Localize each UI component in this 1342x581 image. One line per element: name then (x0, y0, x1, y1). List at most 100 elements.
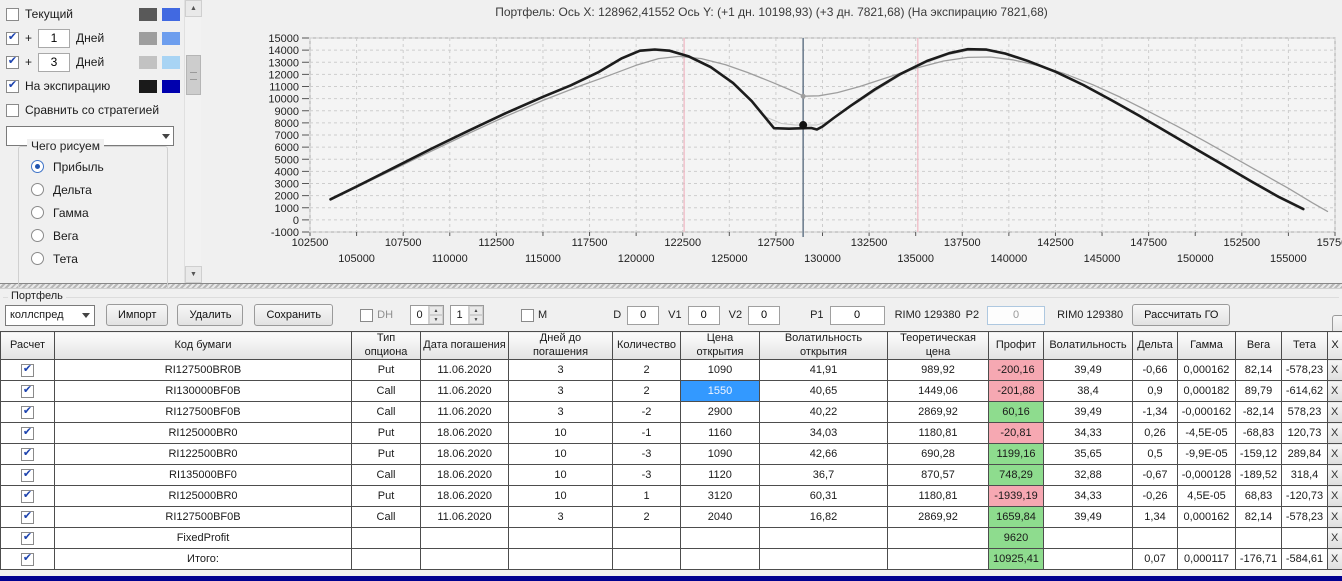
delta-cell[interactable]: -1,34 (1132, 401, 1178, 423)
gamma-cell[interactable]: -0,000162 (1177, 401, 1236, 423)
expiry-cell[interactable]: 18.06.2020 (420, 422, 509, 444)
theo-price-cell[interactable]: 690,28 (887, 443, 989, 465)
column-header[interactable]: Код бумаги (54, 331, 352, 360)
type-cell[interactable]: Put (351, 422, 421, 444)
vol-cell[interactable] (1043, 527, 1133, 549)
expiry-cell[interactable]: 18.06.2020 (420, 464, 509, 486)
open-price-cell[interactable]: 1090 (680, 443, 760, 465)
column-header[interactable]: Гамма (1177, 331, 1236, 360)
vol-cell[interactable]: 39,49 (1043, 359, 1133, 381)
vega-cell[interactable] (1235, 527, 1282, 549)
remove-row-button[interactable]: Х (1327, 359, 1342, 381)
theta-cell[interactable]: -578,23 (1281, 506, 1328, 528)
calc-checkbox-cell[interactable] (0, 359, 55, 381)
profit-cell[interactable]: -200,16 (988, 359, 1044, 381)
security-code-cell[interactable]: RI125000BR0 (54, 485, 352, 507)
expiry-cell[interactable] (420, 527, 509, 549)
v1-field[interactable] (687, 305, 720, 325)
security-code-cell[interactable]: RI127500BF0B (54, 401, 352, 423)
current-checkbox[interactable] (6, 7, 19, 21)
delta-cell[interactable]: 1,34 (1132, 506, 1178, 528)
plus1-day-checkbox[interactable] (6, 31, 19, 45)
theo-price-cell[interactable]: 870,57 (887, 464, 989, 486)
type-cell[interactable]: Put (351, 443, 421, 465)
delta-cell[interactable]: 0,07 (1132, 548, 1178, 570)
scroll-down-icon[interactable]: ▼ (185, 266, 202, 283)
type-cell[interactable]: Call (351, 464, 421, 486)
expiry-cell[interactable]: 11.06.2020 (420, 506, 509, 528)
radio-icon[interactable] (31, 252, 44, 265)
days-cell[interactable]: 10 (508, 485, 613, 507)
vol-cell[interactable]: 32,88 (1043, 464, 1133, 486)
vega-cell[interactable]: -82,14 (1235, 401, 1282, 423)
remove-row-button[interactable]: Х (1327, 527, 1342, 549)
vega-cell[interactable]: 82,14 (1235, 506, 1282, 528)
profit-cell[interactable]: -20,81 (988, 422, 1044, 444)
column-header[interactable]: Х (1327, 331, 1342, 360)
radio-icon[interactable] (31, 183, 44, 196)
type-cell[interactable] (351, 527, 421, 549)
column-header[interactable]: Тета (1281, 331, 1328, 360)
theta-cell[interactable]: -578,23 (1281, 359, 1328, 381)
calc-checkbox[interactable] (21, 384, 34, 398)
spin-down-icon[interactable]: ▼ (429, 315, 444, 324)
theta-cell[interactable]: -584,61 (1281, 548, 1328, 570)
days-cell[interactable]: 10 (508, 443, 613, 465)
profit-cell[interactable]: 1199,16 (988, 443, 1044, 465)
delta-cell[interactable]: 0,5 (1132, 443, 1178, 465)
theta-cell[interactable]: -120,73 (1281, 485, 1328, 507)
delta-cell[interactable]: -0,66 (1132, 359, 1178, 381)
theta-cell[interactable]: -614,62 (1281, 380, 1328, 402)
calc-checkbox-cell[interactable] (0, 527, 55, 549)
expiry-cell[interactable]: 11.06.2020 (420, 380, 509, 402)
strategy-combobox[interactable]: коллспред (5, 304, 95, 326)
days-cell[interactable]: 10 (508, 422, 613, 444)
radio-icon[interactable] (31, 160, 44, 173)
gamma-cell[interactable]: 0,000117 (1177, 548, 1236, 570)
vega-cell[interactable]: -189,52 (1235, 464, 1282, 486)
theo-price-cell[interactable] (887, 548, 989, 570)
calc-go-button[interactable]: Рассчитать ГО (1132, 304, 1231, 326)
gamma-cell[interactable]: 0,000182 (1177, 380, 1236, 402)
vega-cell[interactable]: 89,79 (1235, 380, 1282, 402)
open-vol-cell[interactable] (759, 548, 888, 570)
calc-checkbox[interactable] (21, 510, 34, 524)
type-cell[interactable]: Call (351, 506, 421, 528)
remove-row-button[interactable]: Х (1327, 422, 1342, 444)
v2-field[interactable] (748, 305, 781, 325)
column-header[interactable]: Волатильность (1043, 331, 1133, 360)
plus3-line-swatch[interactable] (139, 55, 157, 69)
security-code-cell[interactable]: RI127500BF0B (54, 506, 352, 528)
calc-checkbox-cell[interactable] (0, 401, 55, 423)
qty-cell[interactable] (612, 548, 681, 570)
remove-row-button[interactable]: Х (1327, 506, 1342, 528)
vol-cell[interactable]: 34,33 (1043, 422, 1133, 444)
security-code-cell[interactable]: Итого: (54, 548, 352, 570)
open-vol-cell[interactable] (759, 527, 888, 549)
horizontal-splitter[interactable] (0, 283, 1342, 289)
calc-checkbox[interactable] (21, 447, 34, 461)
security-code-cell[interactable]: RI135000BF0 (54, 464, 352, 486)
radio-icon[interactable] (31, 229, 44, 242)
expiry-cell[interactable]: 18.06.2020 (420, 485, 509, 507)
theta-cell[interactable]: 120,73 (1281, 422, 1328, 444)
remove-row-button[interactable]: Х (1327, 380, 1342, 402)
d-field[interactable] (627, 305, 660, 325)
profit-cell[interactable]: -1939,19 (988, 485, 1044, 507)
qty-cell[interactable]: -2 (612, 401, 681, 423)
gamma-cell[interactable]: 0,000162 (1177, 506, 1236, 528)
vol-cell[interactable]: 38,4 (1043, 380, 1133, 402)
calc-checkbox[interactable] (21, 531, 34, 545)
gamma-cell[interactable]: 4,5E-05 (1177, 485, 1236, 507)
theo-price-cell[interactable]: 989,92 (887, 359, 989, 381)
spinner-2[interactable]: 1 ▲ ▼ (450, 305, 485, 325)
days-cell[interactable]: 3 (508, 506, 613, 528)
vol-cell[interactable]: 39,49 (1043, 506, 1133, 528)
qty-cell[interactable]: 2 (612, 359, 681, 381)
days-cell[interactable] (508, 548, 613, 570)
days-cell[interactable]: 3 (508, 359, 613, 381)
open-vol-cell[interactable]: 60,31 (759, 485, 888, 507)
draw-option-вега[interactable]: Вега (19, 224, 167, 247)
p1-field[interactable] (829, 305, 885, 325)
open-price-cell[interactable]: 2900 (680, 401, 760, 423)
